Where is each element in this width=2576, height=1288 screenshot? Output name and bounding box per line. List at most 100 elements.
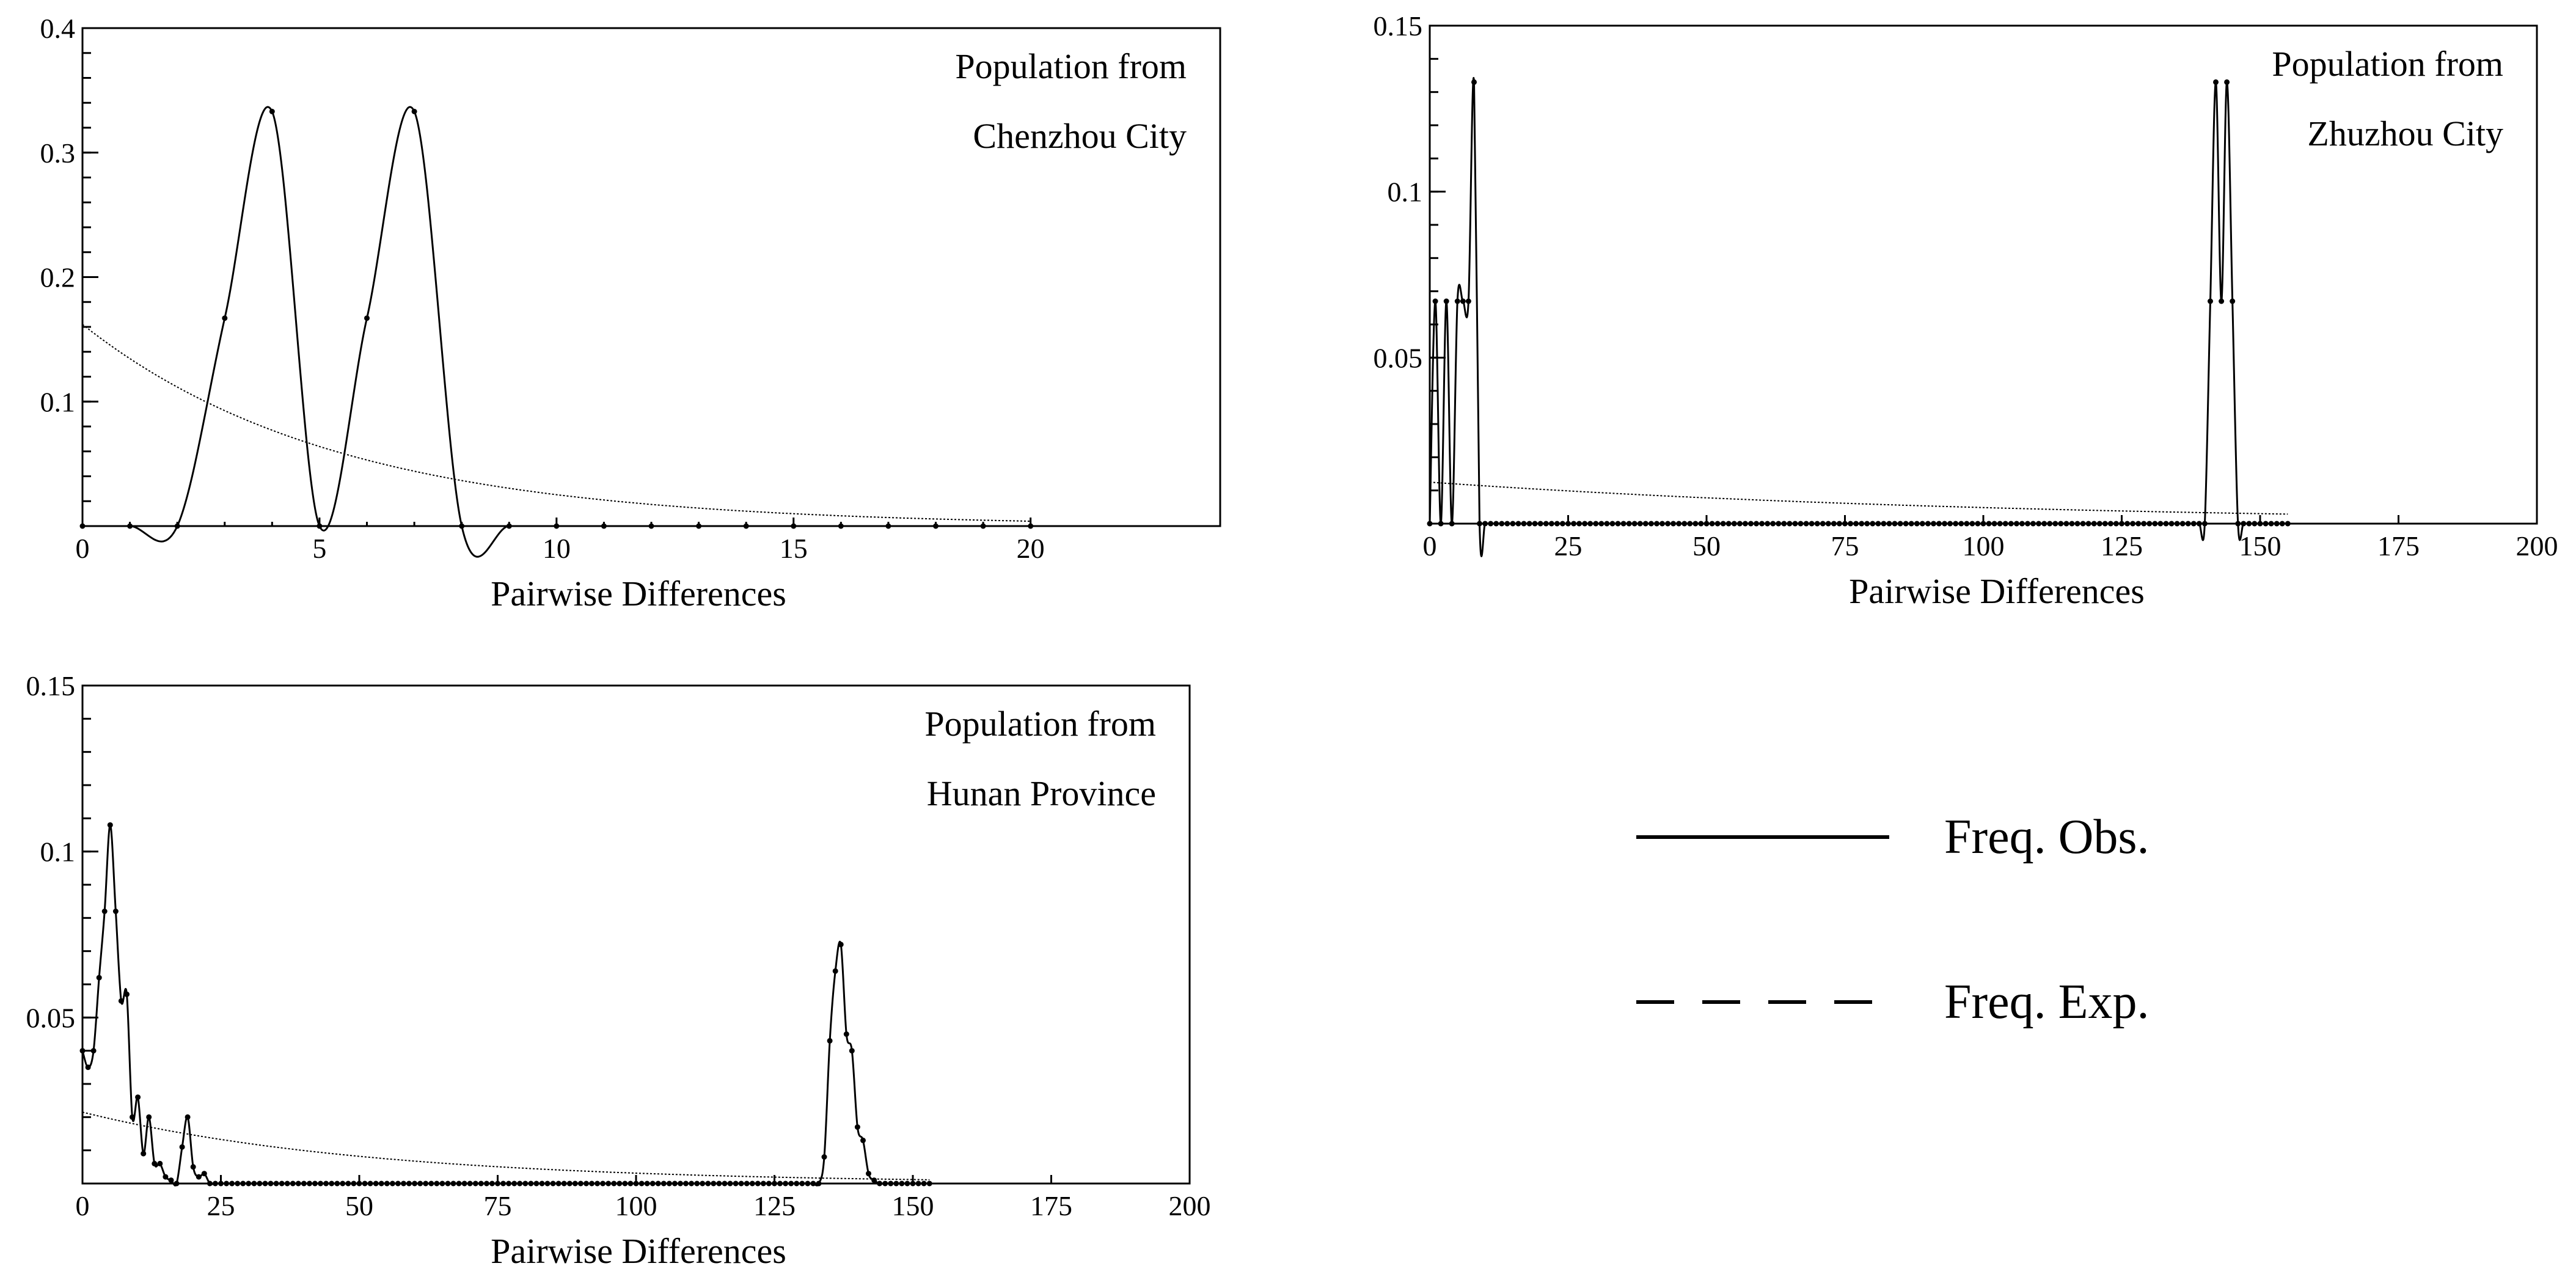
freq-obs-point [2163, 521, 2169, 527]
freq-obs-point [1991, 521, 1997, 527]
freq-obs-point [1759, 521, 1765, 527]
freq-obs-point [85, 1064, 91, 1070]
freq-obs-point [163, 1174, 169, 1180]
x-tick-label: 10 [543, 533, 571, 564]
freq-obs-point [2235, 521, 2241, 527]
freq-obs-point [1770, 521, 1776, 527]
freq-obs-point [196, 1174, 202, 1180]
freq-obs-point [301, 1180, 307, 1187]
chart-chenzhou: Population from Chenzhou City Pairwise D… [40, 13, 1221, 613]
freq-obs-point [246, 1180, 252, 1187]
freq-obs-point [561, 1180, 567, 1187]
freq-obs-point [378, 1180, 384, 1187]
freq-obs-point [1454, 298, 1460, 304]
freq-obs-point [1665, 521, 1671, 527]
freq-obs-point [827, 1037, 833, 1044]
freq-obs-point [1637, 521, 1643, 527]
series-freq-obs-line [82, 106, 1031, 558]
freq-obs-point [2107, 521, 2113, 527]
x-tick-label: 100 [1963, 530, 2005, 562]
freq-obs-point [1443, 298, 1449, 304]
freq-obs-point [2196, 521, 2202, 527]
freq-obs-point [290, 1180, 296, 1187]
freq-obs-point [459, 523, 465, 529]
freq-obs-point [766, 1180, 772, 1187]
y-tick-label: 0.2 [40, 262, 76, 293]
freq-obs-point [2074, 521, 2080, 527]
freq-obs-point [584, 1180, 589, 1187]
freq-obs-point [933, 523, 939, 529]
freq-obs-point [269, 109, 275, 114]
freq-obs-point [566, 1180, 573, 1187]
freq-obs-point [130, 1114, 135, 1120]
freq-obs-point [1515, 521, 1521, 527]
freq-obs-point [1565, 521, 1571, 527]
freq-obs-point [617, 1180, 623, 1187]
freq-obs-point [428, 1180, 434, 1187]
freq-obs-point [90, 1048, 97, 1054]
freq-obs-point [1969, 521, 1975, 527]
freq-obs-point [1670, 521, 1677, 527]
freq-obs-point [1521, 521, 1527, 527]
freq-obs-point [1714, 521, 1721, 527]
freq-obs-point [334, 1180, 340, 1187]
freq-obs-point [1787, 521, 1793, 527]
y-tick-label: 0.1 [40, 836, 76, 868]
freq-obs-point [1449, 521, 1455, 527]
freq-obs-point [744, 1180, 750, 1187]
freq-obs-point [207, 1180, 213, 1187]
freq-obs-point [2246, 521, 2252, 527]
freq-obs-point [406, 1180, 412, 1187]
freq-obs-point [772, 1180, 777, 1187]
freq-obs-point [1703, 521, 1710, 527]
freq-obs-point [2279, 521, 2285, 527]
freq-obs-point [589, 1180, 595, 1187]
series-freq-exp-line [1429, 481, 2288, 515]
freq-obs-point [1736, 521, 1743, 527]
freq-obs-point [1848, 521, 1854, 527]
freq-obs-point [2157, 521, 2164, 527]
freq-obs-point [273, 1180, 279, 1187]
freq-obs-point [716, 1180, 722, 1187]
freq-obs-point [2119, 521, 2124, 527]
freq-obs-point [1875, 521, 1881, 527]
freq-obs-point [373, 1180, 379, 1187]
freq-obs-point [1543, 521, 1549, 527]
freq-obs-point [517, 1180, 523, 1187]
freq-obs-point [1754, 521, 1759, 527]
freq-obs-point [522, 1180, 529, 1187]
freq-obs-point [1642, 521, 1648, 527]
freq-obs-point [362, 1180, 368, 1187]
freq-obs-point [921, 1180, 927, 1187]
freq-obs-point [1980, 521, 1986, 527]
freq-obs-point [555, 1180, 562, 1187]
freq-obs-point [467, 1180, 473, 1187]
freq-obs-point [1731, 521, 1737, 527]
freq-obs-point [821, 1154, 827, 1160]
freq-obs-point [1859, 521, 1865, 527]
legend-label-freq-exp: Freq. Exp. [1944, 975, 2150, 1029]
x-tick-label: 100 [615, 1190, 657, 1221]
freq-obs-point [860, 1137, 866, 1143]
x-axis-title: Pairwise Differences [491, 1231, 786, 1271]
freq-obs-point [788, 1180, 794, 1187]
freq-obs-point [2179, 521, 2186, 527]
freq-obs-point [832, 968, 838, 974]
freq-obs-point [472, 1180, 478, 1187]
freq-obs-point [1908, 521, 1914, 527]
freq-obs-point [810, 1180, 816, 1187]
freq-obs-point [2241, 521, 2247, 527]
freq-obs-point [689, 1180, 695, 1187]
chart-annotation-line-1: Population from [924, 704, 1156, 744]
x-tick-label: 150 [2239, 530, 2281, 562]
freq-obs-point [340, 1180, 346, 1187]
freq-obs-point [1510, 521, 1516, 527]
freq-obs-point [1493, 521, 1499, 527]
freq-obs-point [417, 1180, 423, 1187]
x-tick-label: 200 [1169, 1190, 1211, 1221]
freq-obs-point [445, 1180, 451, 1187]
freq-obs-point [364, 315, 370, 321]
freq-obs-point [733, 1180, 739, 1187]
freq-obs-point [660, 1180, 667, 1187]
freq-obs-point [506, 1180, 512, 1187]
